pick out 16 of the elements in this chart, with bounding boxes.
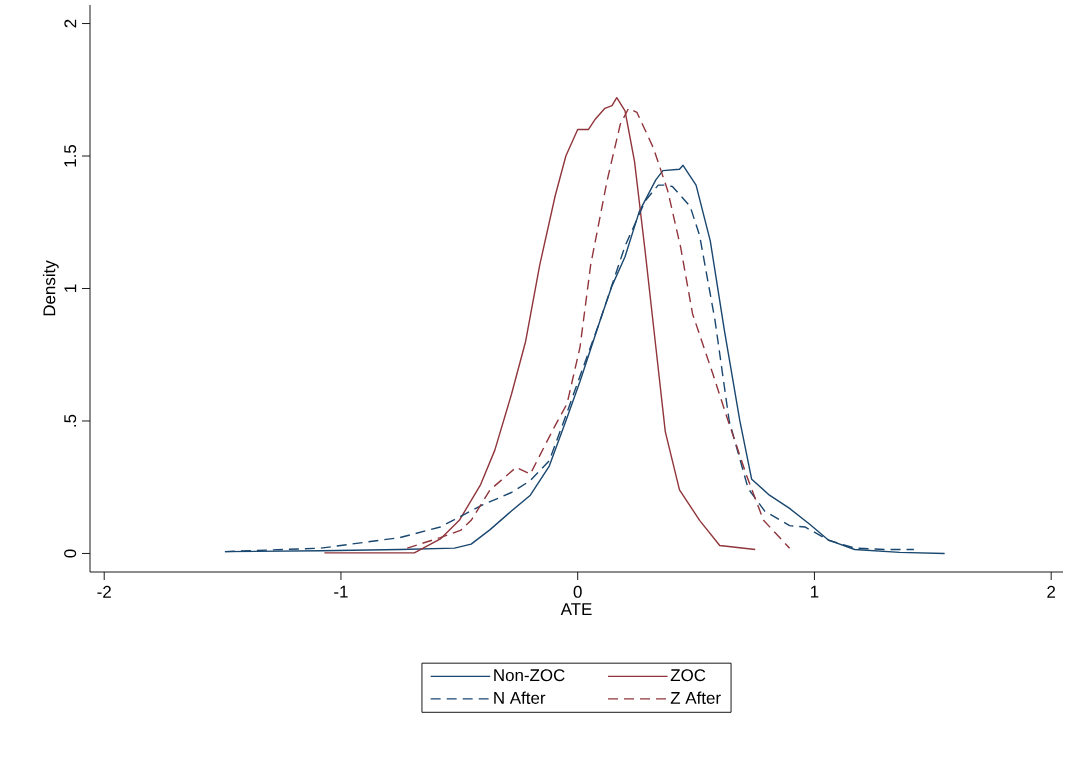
y-tick-label: .5	[64, 414, 77, 427]
x-axis-title: ATE	[560, 603, 592, 615]
y-tick-label: 1.5	[64, 144, 77, 167]
x-tick-label: 0	[573, 585, 582, 598]
x-tick-label: -2	[97, 585, 111, 598]
y-tick-label: 0	[64, 549, 77, 558]
y-tick-label: 2	[64, 19, 77, 28]
y-axis-title: Density	[42, 260, 59, 316]
y-tick-label: 1	[64, 284, 77, 292]
x-tick-label: -1	[334, 585, 348, 598]
legend-label: N After	[494, 691, 546, 704]
x-tick-label: 2	[1047, 585, 1056, 598]
legend-label: Z After	[670, 691, 721, 704]
x-tick-label: 1	[811, 585, 819, 598]
legend-label: Non-ZOC	[494, 669, 565, 682]
legend-label: ZOC	[670, 669, 706, 682]
